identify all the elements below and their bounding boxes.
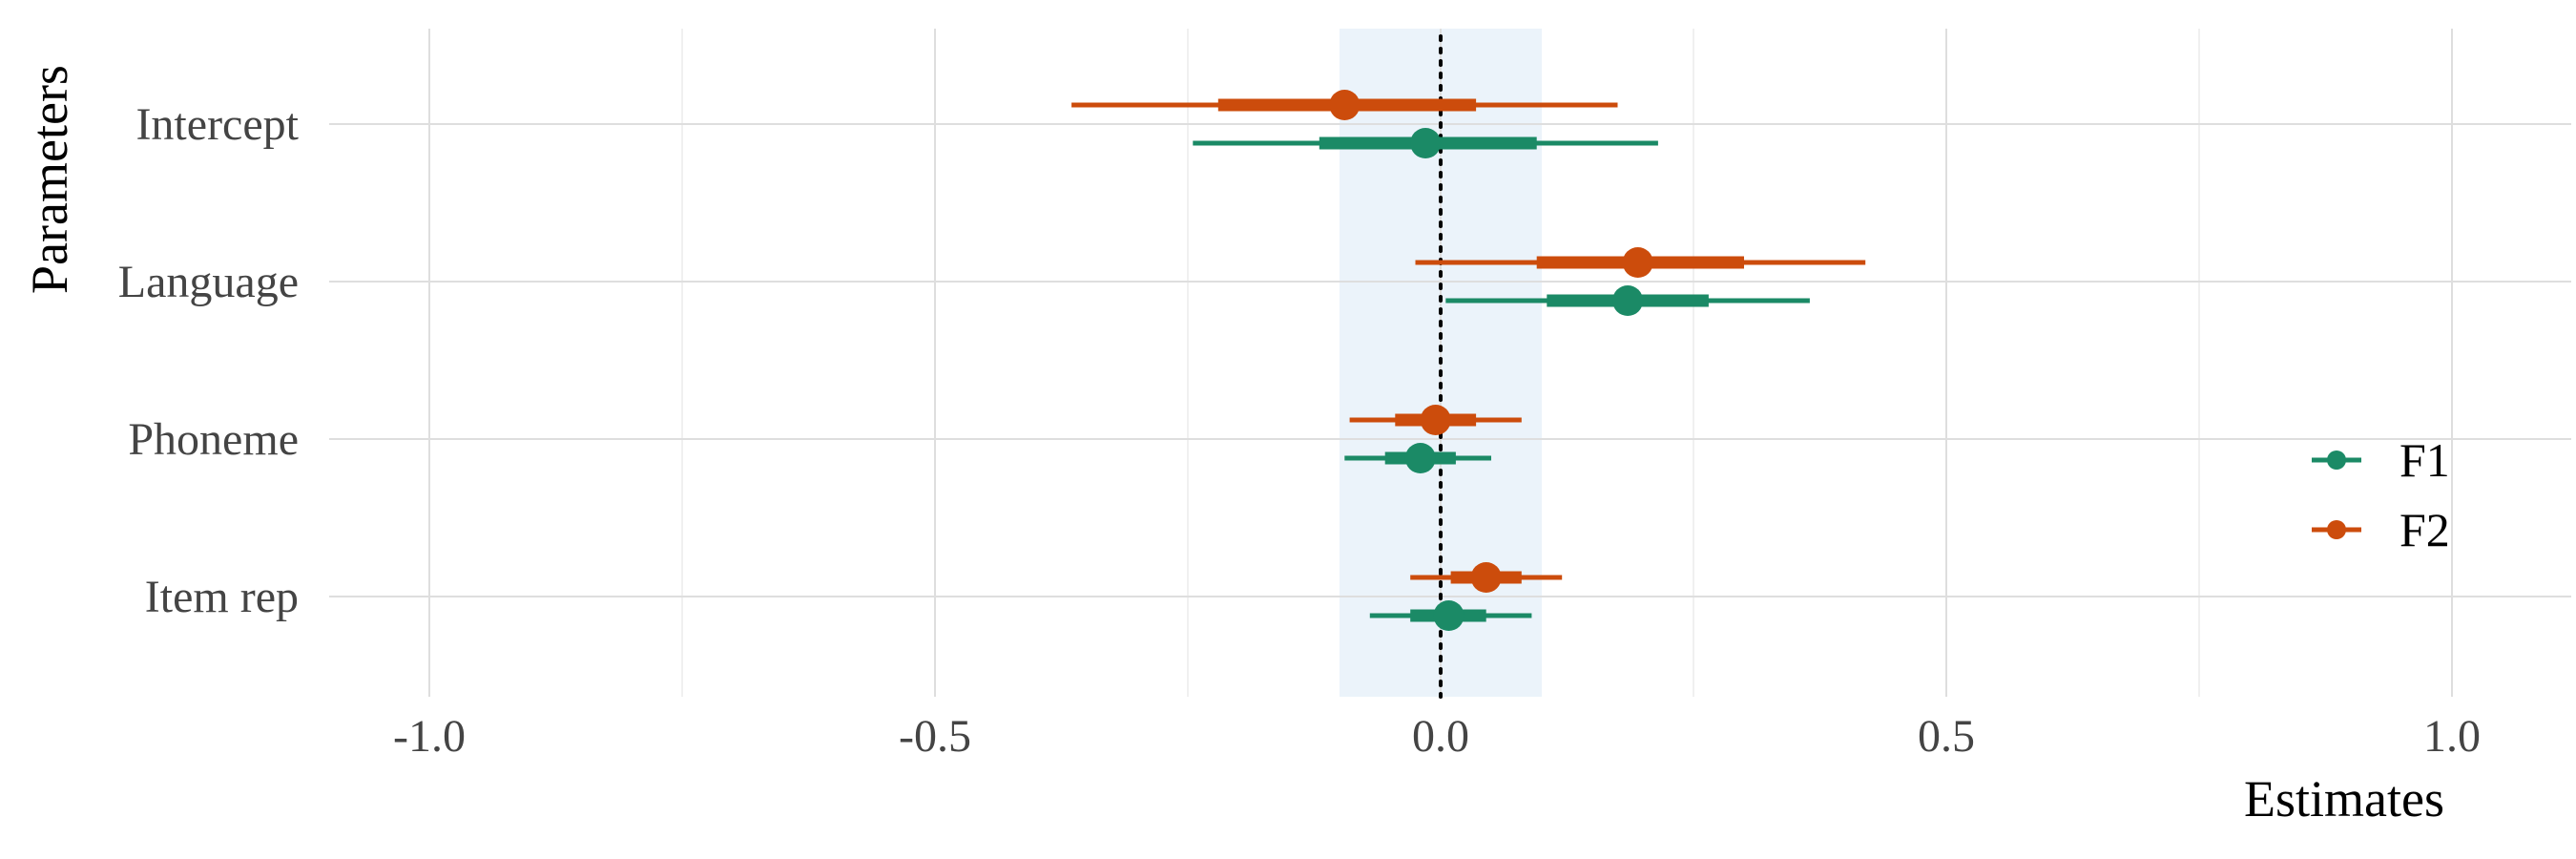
- grid-layer: [329, 29, 2571, 697]
- x-tick-label: -1.0: [393, 711, 466, 762]
- point-estimate: [1329, 90, 1361, 120]
- x-tick-label: 1.0: [2423, 711, 2481, 762]
- y-category-label: Phoneme: [128, 414, 299, 465]
- series-layer: [1071, 90, 1866, 631]
- legend-label: F1: [2399, 433, 2450, 487]
- series-F1: [1193, 128, 1810, 631]
- point-estimate: [1410, 128, 1442, 158]
- y-category-label: Item rep: [145, 572, 299, 622]
- y-category-labels: Intercept Language Phoneme Item rep: [118, 99, 300, 622]
- point-estimate: [1433, 600, 1465, 631]
- y-category-label: Language: [118, 257, 299, 307]
- x-tick-label: -0.5: [899, 711, 971, 762]
- y-axis-title: Parameters: [21, 65, 78, 294]
- point-estimate: [1420, 405, 1451, 435]
- point-estimate: [1404, 443, 1436, 473]
- legend-key-point: [2327, 520, 2346, 539]
- x-axis-title: Estimates: [2244, 770, 2444, 828]
- series-F2: [1071, 90, 1866, 593]
- legend-label: F2: [2399, 503, 2450, 556]
- x-tick-label: 0.0: [1412, 711, 1469, 762]
- point-estimate: [1622, 247, 1653, 278]
- point-estimate: [1470, 562, 1502, 593]
- y-category-label: Intercept: [135, 99, 299, 150]
- legend-key-point: [2327, 450, 2346, 470]
- point-estimate: [1612, 285, 1644, 316]
- x-tick-labels: -1.0 -0.5 0.0 0.5 1.0: [393, 711, 2481, 762]
- x-tick-label: 0.5: [1918, 711, 1975, 762]
